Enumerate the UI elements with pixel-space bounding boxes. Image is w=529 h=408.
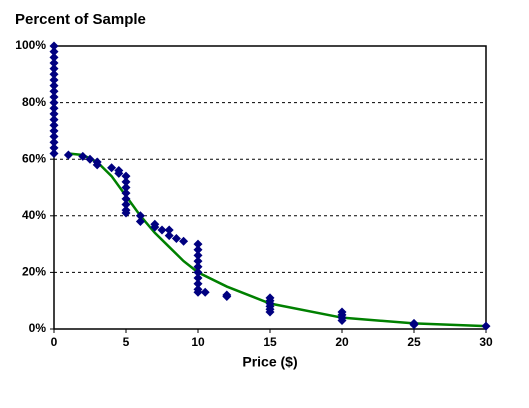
data-point: [78, 151, 88, 161]
y-tick-label: 40%: [22, 208, 46, 222]
data-point: [157, 225, 167, 235]
data-point: [337, 316, 347, 326]
x-tick-label: 0: [51, 335, 58, 349]
data-point: [121, 188, 131, 198]
data-point: [164, 225, 174, 235]
data-point: [49, 86, 59, 96]
data-point: [200, 287, 210, 297]
data-point: [114, 168, 124, 178]
y-tick-label: 80%: [22, 95, 46, 109]
data-point: [409, 320, 419, 330]
data-point: [92, 160, 102, 170]
data-point: [481, 321, 491, 331]
y-tick-label: 60%: [22, 151, 46, 165]
data-point: [150, 222, 160, 232]
x-tick-label: 15: [263, 335, 277, 349]
fit-line: [68, 152, 487, 328]
data-point: [164, 231, 174, 241]
data-point: [193, 245, 203, 255]
data-point: [135, 211, 145, 221]
x-tick-label: 20: [335, 335, 349, 349]
data-point: [49, 137, 59, 147]
data-point: [193, 273, 203, 283]
data-point: [265, 307, 275, 317]
x-tick-label: 5: [123, 335, 130, 349]
data-point: [49, 120, 59, 130]
data-point: [193, 250, 203, 260]
data-point: [121, 183, 131, 192]
data-point: [121, 208, 131, 218]
data-point: [193, 239, 203, 249]
data-point: [49, 149, 59, 159]
data-point: [85, 154, 95, 164]
x-tick-label: 30: [479, 335, 493, 349]
data-point: [193, 287, 203, 297]
data-point: [49, 103, 59, 113]
data-point: [121, 177, 131, 187]
data-point: [49, 41, 59, 51]
data-point: [193, 279, 203, 289]
data-point: [49, 58, 59, 68]
data-point: [49, 47, 59, 57]
plot-area: [53, 45, 487, 330]
data-point: [49, 132, 59, 142]
data-point: [179, 236, 189, 246]
data-point: [49, 69, 59, 79]
data-point: [193, 256, 203, 266]
data-point: [222, 291, 232, 301]
data-point: [49, 81, 59, 91]
data-point: [171, 233, 181, 243]
data-point: [49, 115, 59, 125]
data-point: [193, 267, 203, 277]
data-point: [63, 150, 73, 160]
data-point: [49, 126, 59, 136]
chart-title: Percent of Sample: [15, 11, 146, 28]
data-point: [49, 75, 59, 85]
x-tick-label: 25: [407, 335, 421, 349]
data-point: [193, 262, 203, 272]
x-axis-label: Price ($): [242, 354, 297, 370]
data-point: [49, 92, 59, 102]
y-tick-label: 20%: [22, 265, 46, 279]
y-tick-label: 0%: [29, 321, 47, 335]
data-point: [121, 194, 131, 204]
data-point: [107, 163, 117, 173]
y-tick-label: 100%: [15, 38, 46, 52]
data-point: [121, 171, 131, 181]
data-point: [49, 98, 59, 108]
x-tick-label: 10: [191, 335, 205, 349]
data-point: [121, 199, 131, 209]
data-point: [49, 52, 59, 62]
data-point: [135, 216, 145, 226]
data-point: [49, 109, 59, 119]
data-point: [49, 143, 59, 153]
data-point: [49, 64, 59, 74]
